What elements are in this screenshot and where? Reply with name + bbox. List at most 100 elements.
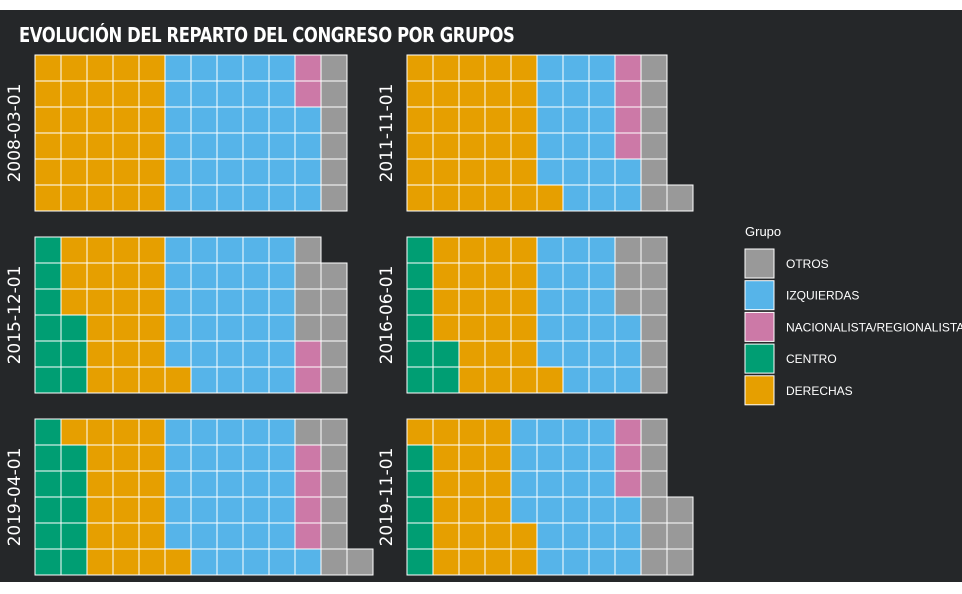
waffle-cell [216,262,244,290]
waffle-cell [216,132,244,160]
waffle-cell [320,288,348,316]
waffle-cell [60,288,88,316]
waffle-cell [268,522,296,550]
waffle-cell [510,418,538,446]
waffle-cell [536,132,564,160]
panel-strip-label: 2008-03-01 [5,84,25,183]
waffle-cell [86,548,114,576]
waffle-cell [640,418,668,446]
waffle-cell [614,54,642,82]
waffle-cell [640,366,668,394]
waffle-cell [60,444,88,472]
waffle-cell [484,522,512,550]
waffle-cell [190,340,218,368]
waffle-cell [320,340,348,368]
waffle-cell [86,236,114,264]
waffle-cell [86,340,114,368]
legend-key [744,280,775,311]
waffle-cell [268,340,296,368]
waffle-cell [640,262,668,290]
waffle-cell [320,548,348,576]
waffle-cell [562,236,590,264]
waffle-cell [60,496,88,524]
waffle-cell [164,236,192,264]
waffle-cell [406,80,434,108]
waffle-cell [406,548,434,576]
waffle-cell [484,444,512,472]
waffle-cell [640,236,668,264]
waffle-cell [406,366,434,394]
waffle-cell [190,80,218,108]
waffle-cell [458,132,486,160]
waffle-cell [242,522,270,550]
waffle-cell [164,340,192,368]
waffle-cell [216,236,244,264]
waffle-cell [458,522,486,550]
waffle-cell [320,366,348,394]
waffle-cell [268,54,296,82]
waffle-cell [242,548,270,576]
waffle-cell [190,158,218,186]
waffle-cell [484,496,512,524]
legend: Grupo OTROS IZQUIERDAS NACIONALISTA/REGIONA… [744,224,962,406]
waffle-cell [190,132,218,160]
waffle-cell [294,522,322,550]
waffle-cell [562,496,590,524]
waffle-cell [164,366,192,394]
legend-key [744,248,775,279]
waffle-cell [294,132,322,160]
waffle-cell [346,548,374,576]
waffle-cell [216,314,244,342]
waffle-cell [34,262,62,290]
waffle-cell [432,236,460,264]
waffle-cell [112,236,140,264]
waffle-cell [562,418,590,446]
waffle-cell [432,314,460,342]
waffle-cell [406,470,434,498]
waffle-cell [640,470,668,498]
waffle-cell [242,80,270,108]
waffle-cell [562,470,590,498]
waffle-cell [320,158,348,186]
waffle-cell [614,366,642,394]
waffle-cell [216,184,244,212]
waffle-cell [216,158,244,186]
waffle-cell [588,444,616,472]
waffle-cell [562,548,590,576]
waffle-cell [138,236,166,264]
waffle-cell [536,158,564,186]
waffle-cell [294,470,322,498]
legend-label: IZQUIERDAS [786,289,859,303]
waffle-cell [294,548,322,576]
waffle-cell [432,184,460,212]
waffle-cell [432,158,460,186]
waffle-cell [536,366,564,394]
waffle-cell [458,340,486,368]
waffle-cell [268,236,296,264]
waffle-cell [294,496,322,524]
waffle-cell [588,106,616,134]
panel-strip-label: 2016-06-01 [377,266,397,365]
waffle-cell [86,314,114,342]
waffle-cell [112,366,140,394]
waffle-cell [536,444,564,472]
waffle-cell [536,80,564,108]
waffle-cell [190,106,218,134]
waffle-cell [112,314,140,342]
waffle-cell [320,262,348,290]
waffle-cell [138,314,166,342]
waffle-cell [614,158,642,186]
waffle-cell [86,366,114,394]
waffle-cell [614,80,642,108]
waffle-cell [190,54,218,82]
waffle-cell [60,548,88,576]
waffle-cell [588,418,616,446]
waffle-cell [406,236,434,264]
waffle-cell [216,418,244,446]
waffle-cell [190,236,218,264]
waffle-cell [562,340,590,368]
waffle-cell [484,106,512,134]
waffle-cell [484,470,512,498]
waffle-cell [614,418,642,446]
waffle-cell [406,262,434,290]
